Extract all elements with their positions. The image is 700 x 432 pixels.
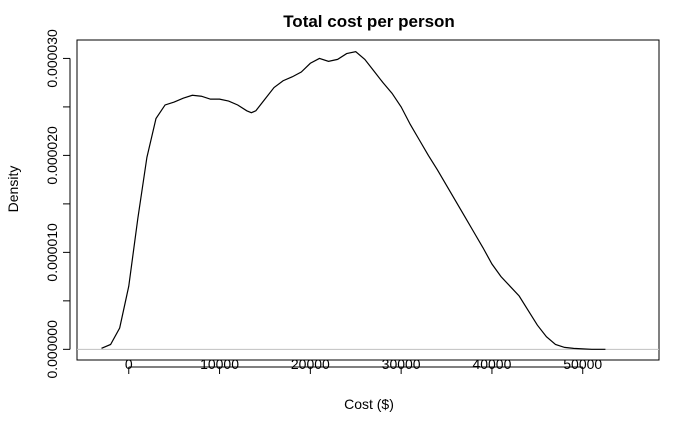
y-tick-label: 0.000030 xyxy=(44,29,60,88)
x-axis: 0 10000 20000 30000 40000 50000 xyxy=(125,356,602,374)
plot-frame xyxy=(76,39,660,361)
density-curve xyxy=(101,50,606,350)
x-tick-label: 20000 xyxy=(291,356,330,372)
y-tick-label: 0.000010 xyxy=(44,223,60,282)
x-tick-label: 0 xyxy=(125,356,133,372)
x-tick-label: 30000 xyxy=(382,356,421,372)
chart-title: Total cost per person xyxy=(283,12,455,31)
y-axis-label: Density xyxy=(5,166,21,213)
x-tick-label: 40000 xyxy=(472,356,511,372)
y-axis: 0.000000 0.000010 0.000020 0.000030 xyxy=(44,29,71,379)
x-tick-label: 10000 xyxy=(200,356,239,372)
x-tick-label: 50000 xyxy=(563,356,602,372)
x-axis-label: Cost ($) xyxy=(344,396,394,412)
y-tick-label: 0.000000 xyxy=(44,320,60,379)
y-tick-label: 0.000020 xyxy=(44,126,60,185)
